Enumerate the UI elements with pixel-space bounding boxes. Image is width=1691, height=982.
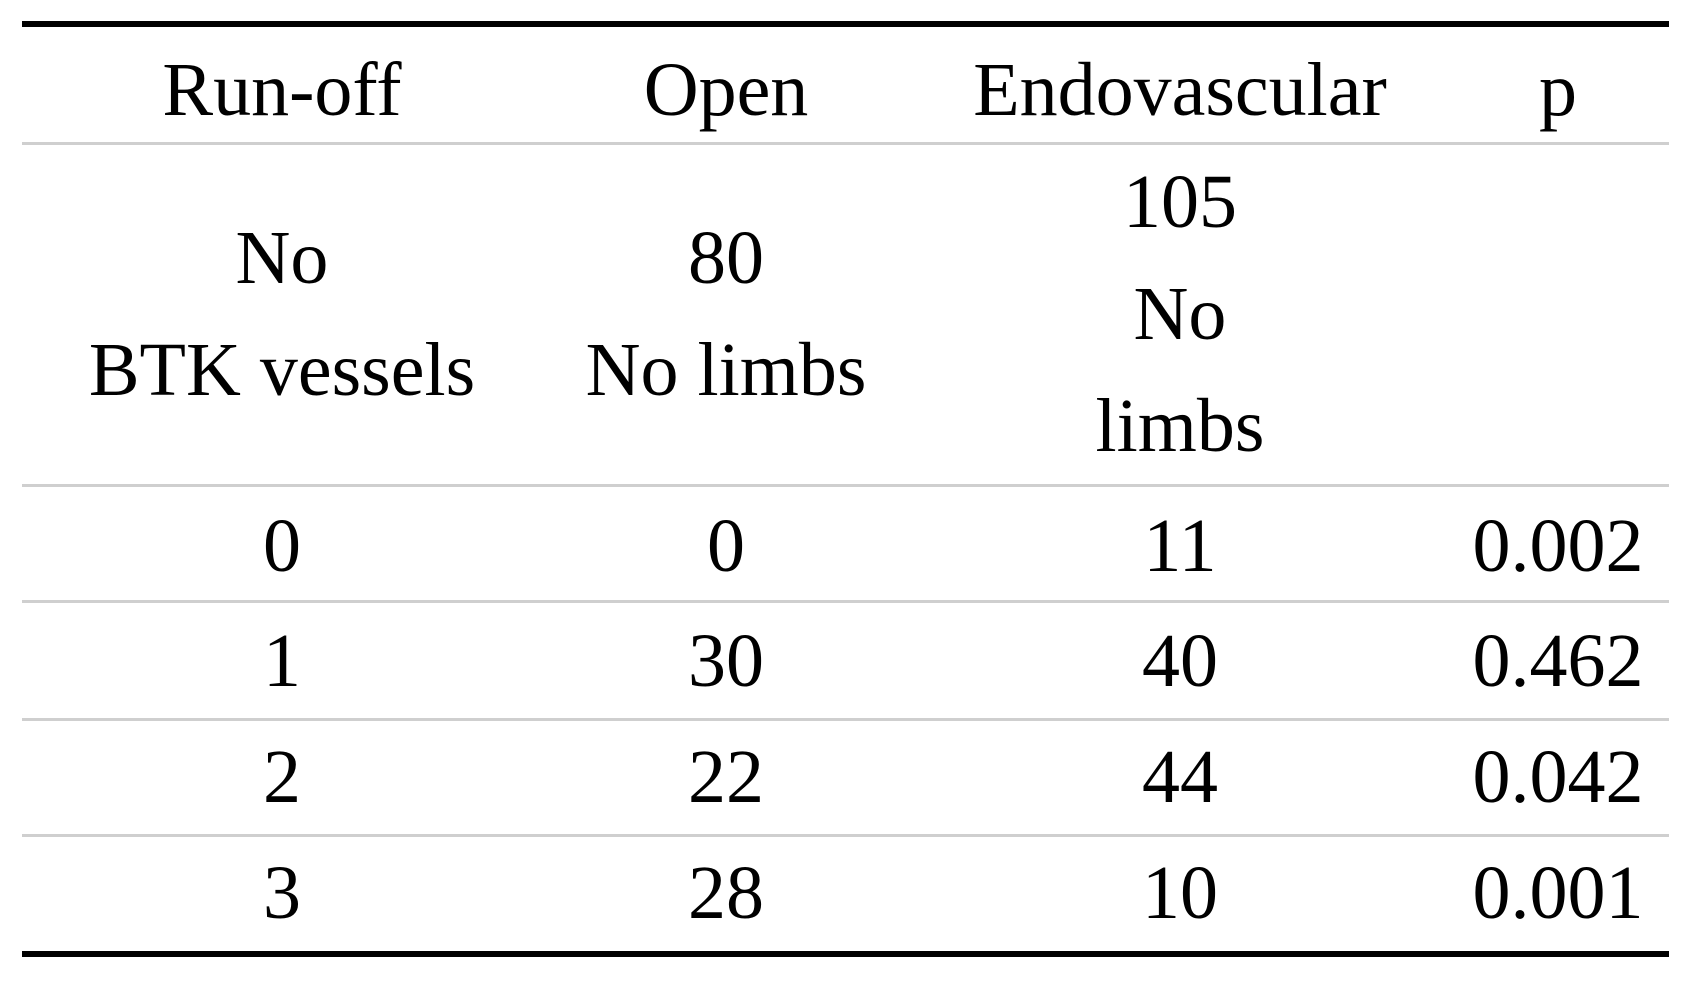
table-cell: 1 xyxy=(263,619,301,703)
header-rule xyxy=(22,142,1669,145)
column-header: Endovascular xyxy=(973,48,1387,132)
column-header: p xyxy=(1539,48,1577,132)
subheader-line: BTK vessels xyxy=(88,328,476,412)
row-rule xyxy=(22,718,1669,721)
table-cell: 44 xyxy=(1142,735,1218,819)
row-rule xyxy=(22,484,1669,487)
table-cell: 0.042 xyxy=(1472,735,1644,819)
table-cell: 10 xyxy=(1142,851,1218,935)
bottom-rule xyxy=(22,951,1669,957)
table-cell: 30 xyxy=(688,619,764,703)
subheader-line: No xyxy=(235,216,329,300)
subheader-line: 105 xyxy=(1123,160,1237,244)
table-cell: 0 xyxy=(263,504,301,588)
table-cell: 3 xyxy=(263,851,301,935)
table-cell: 0.462 xyxy=(1472,619,1644,703)
table-cell: 0 xyxy=(707,504,745,588)
subheader-line: No limbs xyxy=(585,328,867,412)
column-header: Open xyxy=(643,48,809,132)
table-cell: 22 xyxy=(688,735,764,819)
table-cell: 0.001 xyxy=(1472,851,1644,935)
table-cell: 40 xyxy=(1142,619,1218,703)
column-header: Run-off xyxy=(162,48,402,132)
row-rule xyxy=(22,600,1669,603)
table-cell: 28 xyxy=(688,851,764,935)
top-rule xyxy=(22,21,1669,27)
table-cell: 0.002 xyxy=(1472,504,1644,588)
subheader-line: 80 xyxy=(688,216,764,300)
subheader-line: limbs xyxy=(1095,384,1265,468)
subheader-line: No xyxy=(1133,272,1227,356)
row-rule xyxy=(22,834,1669,837)
table-cell: 11 xyxy=(1143,504,1217,588)
table-cell: 2 xyxy=(263,735,301,819)
